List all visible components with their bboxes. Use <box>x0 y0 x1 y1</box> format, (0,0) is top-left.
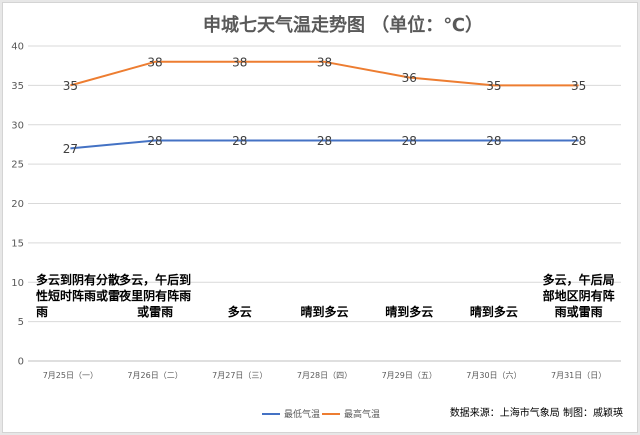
data-label: 35 <box>63 79 78 93</box>
y-tick-label: 15 <box>11 238 24 249</box>
data-label: 38 <box>232 55 247 69</box>
gridlines <box>28 45 621 362</box>
series-lines <box>70 60 579 150</box>
weather-text: 晴到多云 <box>470 304 518 319</box>
chart-title: 申城七天气温走势图 （单位：℃） <box>203 14 483 36</box>
x-tick-label: 7月27日（三） <box>212 371 267 380</box>
weather-text: 晴到多云 <box>385 304 433 319</box>
weather-text: 多云到阴有分散 <box>36 272 121 287</box>
data-label: 28 <box>571 134 586 148</box>
x-tick-label: 7月31日（日） <box>551 371 606 380</box>
data-label: 28 <box>402 134 417 148</box>
data-label: 28 <box>147 134 162 148</box>
weather-text: 多云，午后到 <box>119 272 191 287</box>
legend: 最低气温 最高气温 <box>262 408 380 420</box>
data-label: 35 <box>486 79 501 93</box>
legend-label: 最高气温 <box>344 408 380 420</box>
y-tick-label: 25 <box>11 160 24 171</box>
weather-text: 或雷雨 <box>137 304 173 319</box>
weather-text: 多云，午后局 <box>543 272 615 287</box>
weather-text: 雨 <box>36 305 48 319</box>
data-label: 36 <box>402 71 417 85</box>
weather-text: 雨或雷雨 <box>555 304 603 319</box>
weather-text: 性短时阵雨或雷 <box>35 288 120 303</box>
data-label: 28 <box>486 134 501 148</box>
x-tick-label: 7月28日（四） <box>297 371 352 380</box>
legend-label: 最低气温 <box>284 408 320 420</box>
data-label: 27 <box>63 142 78 156</box>
y-tick-label: 40 <box>11 42 24 53</box>
x-axis-ticks: 7月25日（一） 7月26日（二） 7月27日（三） 7月28日（四） 7月29日（五）… <box>43 370 607 380</box>
y-tick-label: 5 <box>18 317 24 328</box>
series-line <box>70 60 579 87</box>
y-tick-label: 10 <box>11 278 24 289</box>
x-tick-label: 7月26日（二） <box>127 371 182 380</box>
x-tick-label: 7月29日（五） <box>382 371 437 380</box>
weather-text: 夜里阴有阵雨 <box>118 288 191 303</box>
data-labels: 27 28 28 28 28 28 28 35 38 38 38 36 35 35 <box>63 55 587 156</box>
y-tick-label: 35 <box>11 81 24 92</box>
y-tick-label: 20 <box>11 199 24 210</box>
x-tick-label: 7月30日（六） <box>466 370 521 380</box>
weather-text: 部地区阴有阵 <box>543 288 615 303</box>
data-label: 28 <box>232 134 247 148</box>
data-label: 35 <box>571 79 586 93</box>
data-label: 28 <box>317 134 332 148</box>
footer-source: 数据来源：上海市气象局 制图：戚颖瑛 <box>450 406 623 419</box>
y-axis-ticks: 0 5 10 15 20 25 30 35 40 <box>11 42 24 368</box>
weather-text: 晴到多云 <box>300 304 348 319</box>
data-label: 38 <box>147 55 162 69</box>
data-label: 38 <box>317 55 332 69</box>
weather-text: 多云 <box>228 304 252 319</box>
x-tick-label: 7月25日（一） <box>43 371 98 380</box>
y-tick-label: 30 <box>11 120 24 131</box>
y-tick-label: 0 <box>18 357 24 368</box>
